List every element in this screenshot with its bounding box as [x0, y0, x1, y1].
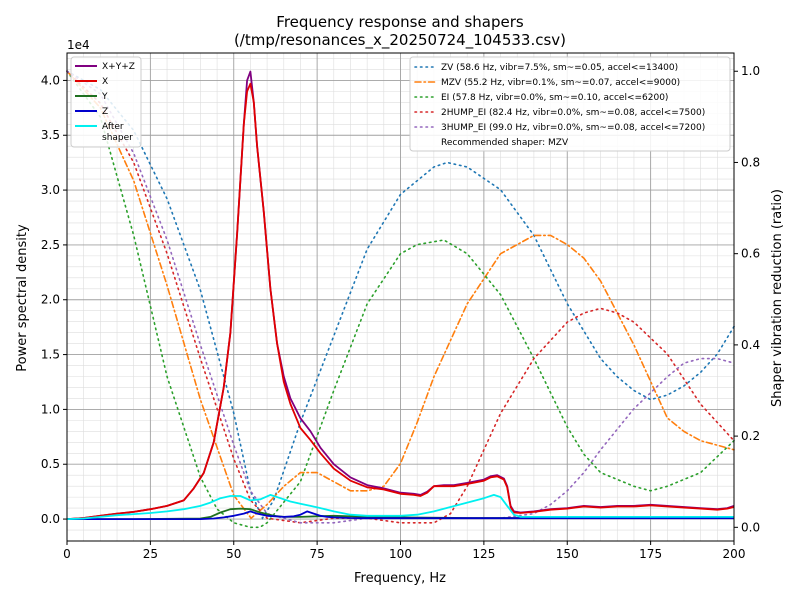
shaper-line-ei — [66, 70, 735, 529]
x-tick-label: 175 — [639, 547, 662, 561]
y-tick-label: 2.5 — [41, 238, 60, 252]
y2-axis-label: Shaper vibration reduction (ratio) — [770, 189, 785, 407]
y-tick-label: 3.5 — [41, 128, 60, 142]
legend-psd-label: Y — [101, 92, 108, 102]
y2-tick-label: 0.6 — [741, 247, 760, 261]
legend-shapers: ZV (58.6 Hz, vibr=7.5%, sm~=0.05, accel<… — [409, 56, 731, 152]
legend-shaper-label: MZV (55.2 Hz, vibr=0.1%, sm~=0.07, accel… — [441, 78, 680, 88]
legend-psd-label: Z — [102, 107, 108, 117]
psd-line-z — [67, 510, 734, 520]
recommended-shaper-text: Recommended shaper: MZV — [441, 138, 569, 148]
legend-shaper-label: EI (57.8 Hz, vibr=0.0%, sm~=0.10, accel<… — [441, 93, 668, 103]
y2-tick-label: 0.0 — [741, 520, 760, 534]
legend-psd-box — [70, 56, 142, 148]
legend-psd-label: X+Y+Z — [102, 62, 135, 72]
x-axis-label: Frequency, Hz — [354, 571, 446, 586]
psd-line-after-shaper — [66, 493, 734, 520]
y-tick-label: 1.5 — [41, 348, 60, 362]
y-tick-label: 0.5 — [41, 457, 60, 471]
y-tick-label: 4.0 — [41, 73, 60, 87]
y-axis-label: Power spectral density — [15, 224, 30, 372]
legend-shaper-label: ZV (58.6 Hz, vibr=7.5%, sm~=0.05, accel<… — [441, 63, 678, 73]
y2-tick-label: 0.8 — [741, 155, 760, 169]
x-tick-label: 100 — [389, 547, 412, 561]
x-tick-label: 0 — [63, 547, 71, 561]
shaper-line-zv — [66, 70, 735, 520]
y2-tick-label: 1.0 — [741, 64, 760, 78]
y2-tick-label: 0.4 — [741, 338, 760, 352]
grid — [66, 53, 735, 541]
x-tick-label: 125 — [472, 547, 495, 561]
x-tick-label: 50 — [226, 547, 241, 561]
legend-shapers-box — [409, 56, 731, 152]
x-tick-label: 200 — [723, 547, 746, 561]
chart-title: Frequency response and shapers — [276, 13, 524, 31]
x-tick-label: 150 — [556, 547, 579, 561]
legend-shaper-label: 2HUMP_EI (82.4 Hz, vibr=0.0%, sm~=0.08, … — [441, 108, 705, 118]
y2-tick-label: 0.2 — [741, 429, 760, 443]
legend-psd-label: After — [102, 122, 124, 132]
y-offset-label: 1e4 — [67, 38, 90, 52]
y-tick-label: 1.0 — [41, 402, 60, 416]
legend-psd-label: X — [102, 77, 108, 87]
legend-shaper-label: 3HUMP_EI (99.0 Hz, vibr=0.0%, sm~=0.08, … — [441, 123, 705, 133]
psd-lines — [66, 70, 735, 520]
psd-line-x — [66, 82, 735, 520]
y-tick-label: 0.0 — [41, 512, 60, 526]
y-tick-label: 3.0 — [41, 183, 60, 197]
shaper-line-3hump-ei — [66, 70, 735, 524]
x-tick-label: 75 — [309, 547, 324, 561]
shaper-line-2hump-ei — [66, 70, 735, 524]
axes: 0 25 50 75 100 125 150 175 200 0.0 0.5 1.0 1.5 2.0 2.5… — [41, 64, 760, 561]
y-tick-label: 2.0 — [41, 293, 60, 307]
x-tick-label: 25 — [143, 547, 158, 561]
legend-psd-label: shaper — [102, 133, 133, 143]
chart-subtitle: (/tmp/resonances_x_20250724_104533.csv) — [234, 31, 566, 50]
